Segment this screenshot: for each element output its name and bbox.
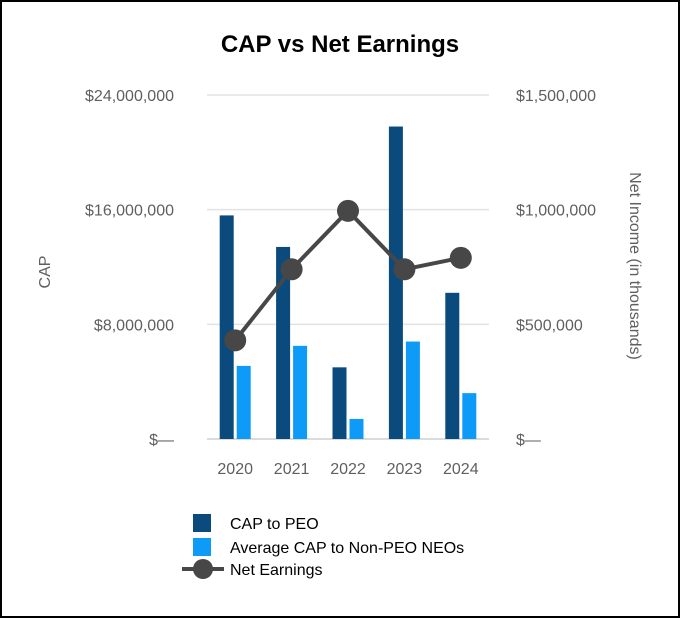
left-tick-label: $24,000,000: [85, 88, 174, 105]
left-tick-label: $16,000,000: [85, 203, 174, 220]
x-tick-label-2021: 2021: [274, 461, 310, 478]
legend-swatch-cap-to-peo: [193, 514, 211, 532]
net-earnings-line: [224, 199, 472, 352]
x-tick-label-2024: 2024: [443, 461, 479, 478]
net-earnings-point-2023: [393, 258, 416, 281]
bar-cap-to-peo-2022: [332, 367, 347, 439]
x-tick-label-2022: 2022: [330, 461, 366, 478]
net-earnings-polyline: [233, 208, 462, 342]
chart-title: CAP vs Net Earnings: [221, 31, 459, 58]
net-earnings-point-2022: [337, 199, 359, 222]
x-axis-ticks: 2020 2021 2022 2023 2024: [217, 461, 478, 478]
left-tick-label: $—: [149, 432, 174, 449]
right-tick-label: $1,000,000: [516, 203, 596, 220]
legend-label-net-earnings: Net Earnings: [230, 562, 323, 579]
x-tick-label-2023: 2023: [387, 461, 423, 478]
bar-average-cap-to-non-peo-neos-2023: [405, 341, 420, 439]
left-axis-ticks: $— $8,000,000 $16,000,000 $24,000,000: [85, 88, 174, 449]
legend-label-avg-cap-non-peo: Average CAP to Non-PEO NEOs: [230, 540, 464, 557]
bar-average-cap-to-non-peo-neos-2022: [349, 418, 364, 439]
bar-cap-to-peo-2024: [445, 292, 460, 439]
bar-cap-to-peo-2023: [388, 126, 403, 440]
legend-label-cap-to-peo: CAP to PEO: [230, 516, 319, 533]
left-tick-label: $8,000,000: [94, 317, 174, 334]
net-earnings-point-2020: [224, 329, 247, 352]
legend-marker-net-earnings: [193, 559, 213, 579]
right-tick-label: $1,500,000: [516, 88, 596, 105]
right-tick-label: $500,000: [516, 317, 583, 334]
bar-average-cap-to-non-peo-neos-2021: [293, 345, 308, 439]
bar-cap-to-peo-2020: [219, 215, 234, 439]
bar-cap-to-peo-2021: [276, 246, 291, 439]
net-earnings-point-2024: [449, 246, 472, 269]
bar-average-cap-to-non-peo-neos-2020: [236, 365, 251, 439]
bars: [219, 126, 477, 440]
legend: CAP to PEO Average CAP to Non-PEO NEOs N…: [182, 514, 464, 579]
net-earnings-point-2021: [280, 258, 303, 281]
bar-average-cap-to-non-peo-neos-2024: [462, 393, 477, 439]
legend-swatch-avg-cap-non-peo: [193, 538, 211, 556]
right-axis-label: Net Income (in thousands): [626, 172, 643, 360]
left-axis-label: CAP: [37, 256, 54, 289]
right-axis-ticks: $— $500,000 $1,000,000 $1,500,000: [516, 88, 596, 449]
right-tick-label: $—: [516, 432, 541, 449]
x-tick-label-2020: 2020: [217, 461, 253, 478]
